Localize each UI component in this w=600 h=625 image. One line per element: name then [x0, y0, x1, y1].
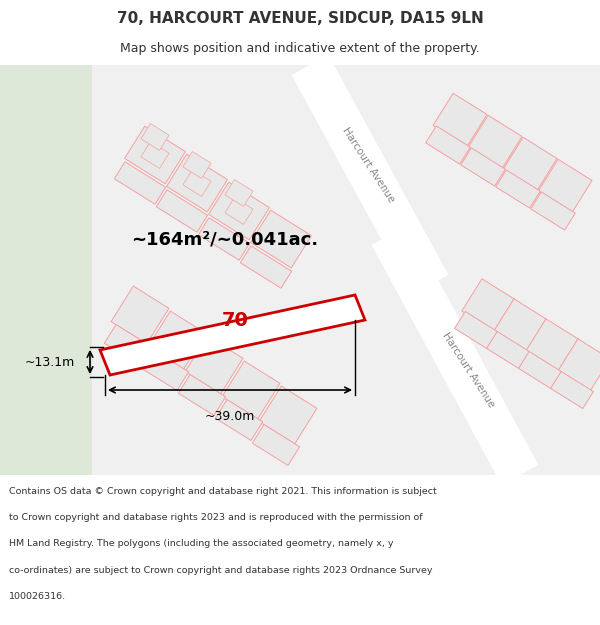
Polygon shape — [209, 182, 269, 240]
Polygon shape — [225, 179, 253, 206]
Polygon shape — [241, 246, 292, 288]
Text: Harcourt Avenue: Harcourt Avenue — [440, 331, 496, 409]
Polygon shape — [167, 154, 227, 212]
Polygon shape — [496, 170, 540, 208]
Polygon shape — [141, 141, 169, 169]
Polygon shape — [538, 159, 592, 212]
Polygon shape — [503, 138, 557, 191]
Polygon shape — [157, 190, 208, 232]
Polygon shape — [251, 210, 311, 268]
Polygon shape — [142, 349, 188, 391]
Text: HM Land Registry. The polygons (including the associated geometry, namely x, y: HM Land Registry. The polygons (includin… — [9, 539, 394, 549]
Text: Contains OS data © Crown copyright and database right 2021. This information is : Contains OS data © Crown copyright and d… — [9, 487, 437, 496]
Polygon shape — [558, 339, 600, 391]
Polygon shape — [259, 386, 317, 444]
Polygon shape — [292, 55, 448, 295]
Polygon shape — [222, 361, 280, 419]
Polygon shape — [125, 126, 185, 184]
Polygon shape — [148, 311, 206, 369]
Text: to Crown copyright and database rights 2023 and is reproduced with the permissio: to Crown copyright and database rights 2… — [9, 513, 422, 522]
Polygon shape — [531, 192, 575, 230]
Polygon shape — [371, 225, 538, 485]
Polygon shape — [461, 148, 505, 186]
Polygon shape — [455, 311, 497, 349]
Text: 70: 70 — [221, 311, 248, 329]
Polygon shape — [111, 286, 169, 344]
Polygon shape — [433, 93, 487, 147]
Polygon shape — [183, 151, 211, 179]
Text: ~164m²/~0.041ac.: ~164m²/~0.041ac. — [131, 231, 319, 249]
Polygon shape — [115, 162, 166, 204]
Text: 70, HARCOURT AVENUE, SIDCUP, DA15 9LN: 70, HARCOURT AVENUE, SIDCUP, DA15 9LN — [116, 11, 484, 26]
Polygon shape — [104, 324, 152, 366]
Polygon shape — [518, 351, 562, 389]
Text: Harcourt Avenue: Harcourt Avenue — [340, 126, 396, 204]
Polygon shape — [225, 198, 253, 224]
Text: Map shows position and indicative extent of the property.: Map shows position and indicative extent… — [120, 42, 480, 55]
Text: co-ordinates) are subject to Crown copyright and database rights 2023 Ordnance S: co-ordinates) are subject to Crown copyr… — [9, 566, 433, 575]
Polygon shape — [526, 319, 578, 371]
Text: ~39.0m: ~39.0m — [205, 410, 255, 423]
Polygon shape — [494, 299, 546, 351]
Polygon shape — [468, 115, 522, 169]
Polygon shape — [183, 169, 211, 196]
Polygon shape — [199, 217, 250, 260]
Polygon shape — [215, 399, 263, 441]
Polygon shape — [487, 331, 529, 369]
Polygon shape — [100, 295, 365, 375]
Polygon shape — [462, 279, 514, 331]
Bar — [0, 65, 92, 475]
Polygon shape — [178, 374, 226, 416]
Polygon shape — [141, 124, 169, 151]
Text: 100026316.: 100026316. — [9, 592, 66, 601]
Polygon shape — [253, 424, 299, 466]
Polygon shape — [551, 371, 593, 409]
Text: ~13.1m: ~13.1m — [25, 356, 75, 369]
Polygon shape — [185, 336, 243, 394]
Polygon shape — [426, 126, 470, 164]
